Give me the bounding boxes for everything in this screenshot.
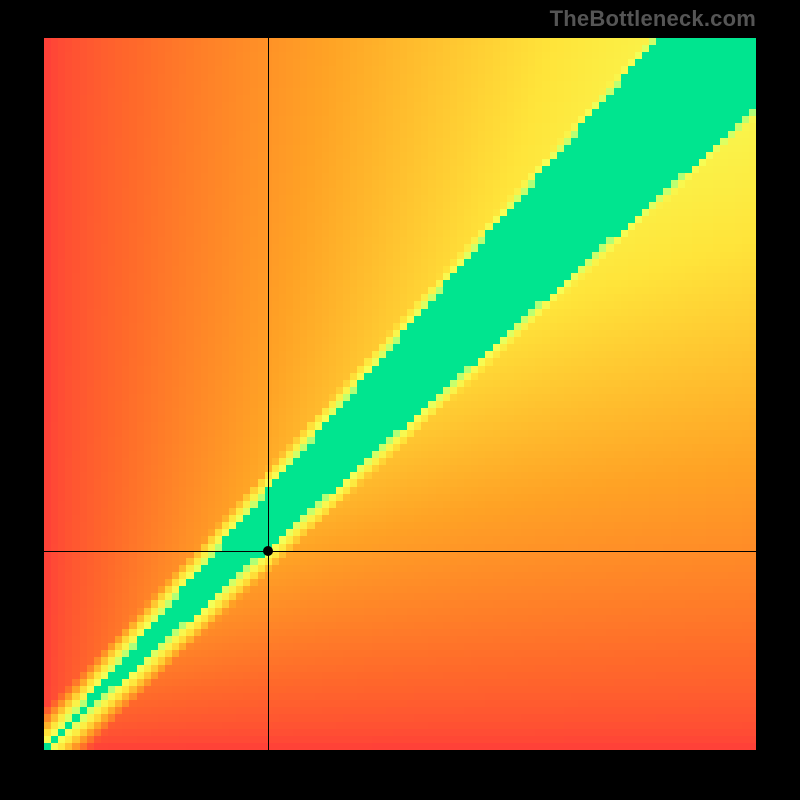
heatmap-canvas: [44, 38, 756, 750]
bottleneck-heatmap: [44, 38, 756, 750]
attribution-text: TheBottleneck.com: [550, 6, 756, 32]
